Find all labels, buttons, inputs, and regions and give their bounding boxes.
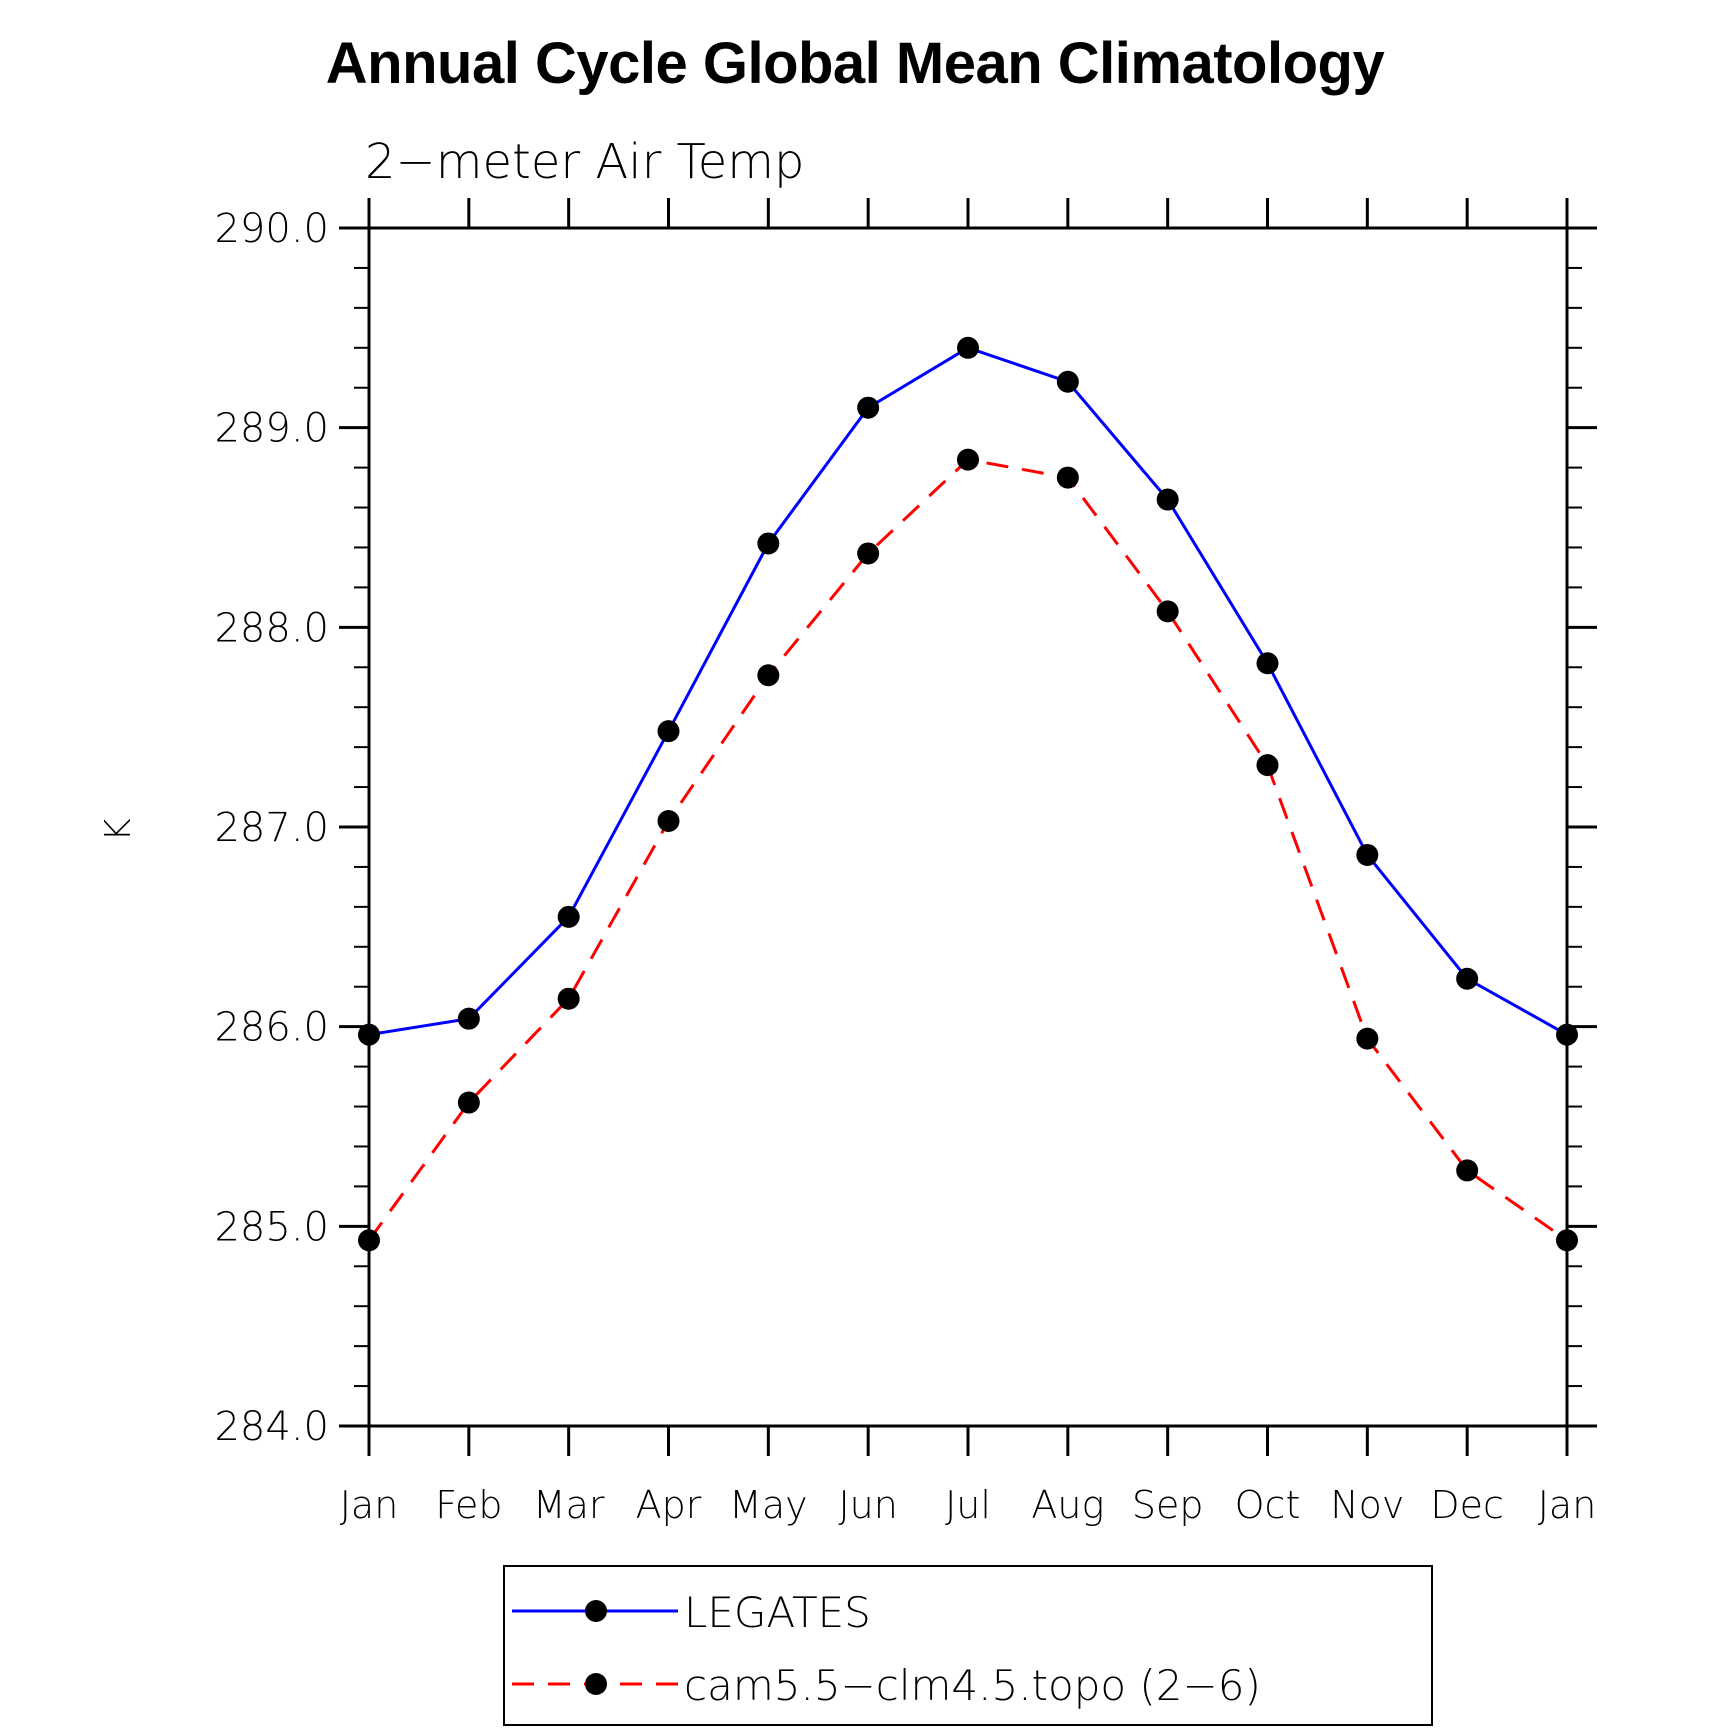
series-line-1 <box>367 458 1568 1242</box>
legend-label: LEGATES <box>684 1588 871 1637</box>
x-tick-label: May <box>729 1483 808 1527</box>
chart-subtitle: 2−meter Air Temp <box>365 134 804 190</box>
x-tick-label: Dec <box>1430 1483 1504 1527</box>
x-tick-label: Sep <box>1132 1483 1204 1527</box>
data-point <box>757 664 780 687</box>
x-tick-label: Jul <box>945 1483 991 1527</box>
data-point <box>957 336 979 359</box>
y-tick-label: 285.0 <box>214 1204 329 1250</box>
data-point <box>1156 488 1179 511</box>
x-tick-label: Jan <box>340 1483 399 1527</box>
data-point <box>757 532 780 555</box>
data-point <box>457 1007 480 1030</box>
y-tick-label: 290.0 <box>214 206 329 252</box>
x-tick-label: Oct <box>1235 1483 1301 1527</box>
data-point <box>657 720 680 743</box>
data-point <box>557 905 580 928</box>
x-tick-label: Mar <box>533 1483 605 1527</box>
y-axis-label: K <box>98 818 139 842</box>
y-tick-label: 284.0 <box>214 1404 329 1450</box>
x-tick-label: Jan <box>1538 1483 1597 1527</box>
legend-box <box>503 1565 1433 1726</box>
data-point <box>1456 1159 1479 1182</box>
x-tick-label: Feb <box>435 1483 502 1527</box>
data-point <box>1456 967 1479 990</box>
y-tick-label: 289.0 <box>214 406 329 452</box>
data-point <box>857 396 880 419</box>
x-tick-label: Jun <box>838 1483 897 1527</box>
legend-label: cam5.5−clm4.5.topo (2−6) <box>684 1661 1261 1710</box>
data-point <box>1056 466 1079 489</box>
data-point <box>1256 754 1279 777</box>
data-point <box>1156 600 1179 623</box>
data-point <box>1256 652 1279 675</box>
data-point <box>1356 1027 1379 1050</box>
y-tick-label: 288.0 <box>214 605 329 651</box>
data-point <box>557 987 580 1010</box>
chart-title: Annual Cycle Global Mean Climatology <box>325 31 1385 96</box>
y-tick-label: 287.0 <box>214 805 329 851</box>
y-tick-label: 286.0 <box>214 1005 329 1051</box>
x-tick-label: Apr <box>636 1483 702 1527</box>
x-tick-label: Aug <box>1031 1483 1104 1527</box>
legend-marker <box>585 1673 607 1695</box>
plot-frame <box>367 226 1569 1428</box>
data-point <box>1056 370 1079 393</box>
data-point <box>957 448 979 471</box>
legend-marker <box>585 1600 607 1622</box>
data-point <box>657 810 680 833</box>
data-point <box>857 542 880 565</box>
data-point <box>457 1091 480 1114</box>
x-tick-label: Nov <box>1330 1483 1404 1527</box>
data-point <box>1356 843 1379 866</box>
